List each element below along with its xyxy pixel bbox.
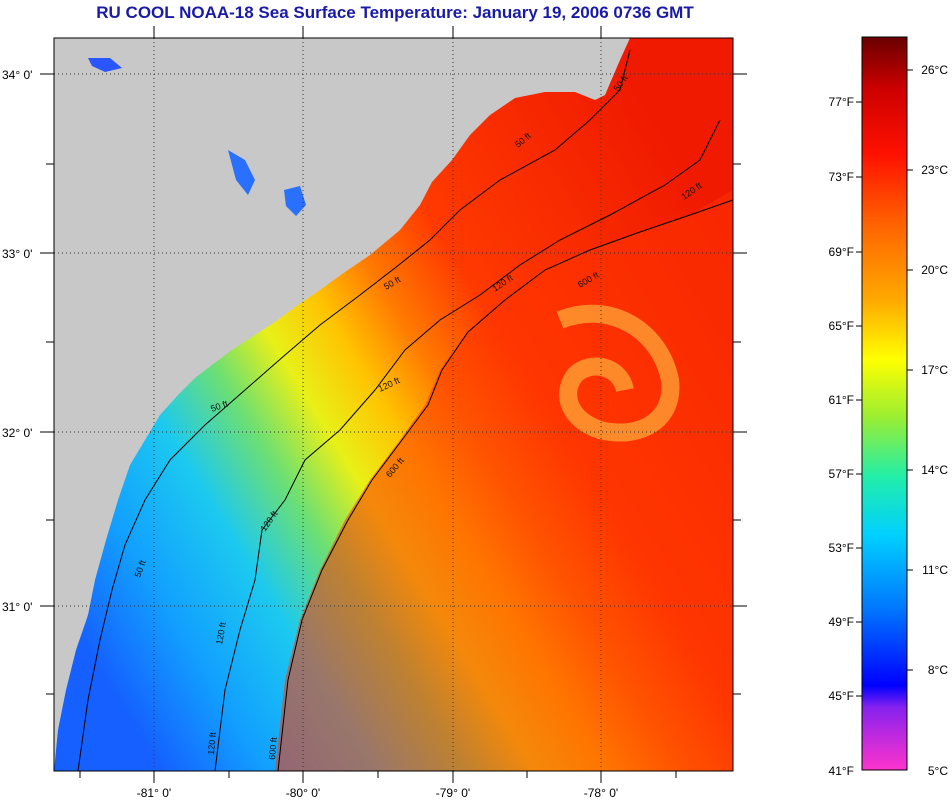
lon-label: -80° 0': [286, 786, 320, 800]
fahrenheit-label: 49°F: [829, 615, 854, 629]
inland-lake: [228, 150, 255, 195]
celsius-label: 17°C: [921, 363, 948, 377]
depth-contours: [77, 49, 733, 771]
fahrenheit-label: 73°F: [829, 170, 854, 184]
celsius-label: 20°C: [921, 263, 948, 277]
map-frame: [53, 37, 734, 772]
land-coastline: [54, 38, 630, 771]
celsius-label: 11°C: [922, 563, 948, 577]
fahrenheit-label: 41°F: [829, 764, 854, 778]
lat-label: 32° 0': [2, 426, 32, 440]
colorbar: [861, 36, 908, 771]
lat-label: 34° 0': [2, 68, 32, 82]
gulf-stream-warm-region: [275, 190, 733, 771]
warm-eddy-yellow: [556, 304, 680, 442]
colorbar-ticks: [856, 69, 913, 697]
fahrenheit-label: 61°F: [829, 393, 854, 407]
lon-label: -79° 0': [436, 786, 470, 800]
fahrenheit-label: 53°F: [829, 541, 854, 555]
fahrenheit-label: 69°F: [829, 245, 854, 259]
contour-label: 120 ft: [206, 731, 218, 755]
lon-label: -81° 0': [137, 786, 171, 800]
celsius-label: 14°C: [921, 463, 948, 477]
celsius-label: 26°C: [921, 63, 948, 77]
contour-label: 120 ft: [214, 621, 228, 645]
fahrenheit-label: 45°F: [829, 689, 854, 703]
celsius-label: 8°C: [928, 663, 948, 677]
fahrenheit-label: 65°F: [829, 319, 854, 333]
lon-label: -78° 0': [584, 786, 618, 800]
page-title: RU COOL NOAA-18 Sea Surface Temperature:…: [96, 3, 694, 22]
celsius-label: 5°C: [928, 764, 948, 778]
lat-label: 31° 0': [2, 600, 32, 614]
fahrenheit-label: 77°F: [829, 95, 854, 109]
fahrenheit-label: 57°F: [829, 467, 854, 481]
celsius-label: 23°C: [921, 163, 948, 177]
lat-label: 33° 0': [2, 247, 32, 261]
frame-ticks: [40, 26, 747, 783]
inland-lake: [284, 186, 306, 216]
contour-label: 600 ft: [267, 736, 279, 760]
inland-lake: [88, 58, 122, 72]
